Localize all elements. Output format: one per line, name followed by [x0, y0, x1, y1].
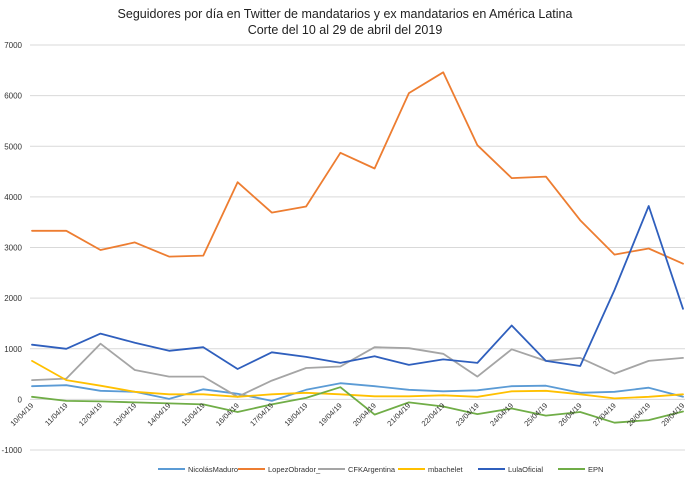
series-lines	[31, 71, 684, 424]
legend-label: mbachelet	[428, 465, 464, 474]
x-tick-label: 25/04/19	[522, 401, 549, 428]
legend-label: CFKArgentina	[348, 465, 396, 474]
legend-label: NicolásMaduro	[188, 465, 238, 474]
x-tick-label: 27/04/19	[591, 401, 618, 428]
x-tick-label: 14/04/19	[145, 401, 172, 428]
gridlines	[30, 44, 685, 451]
x-tick-label: 18/04/19	[283, 401, 310, 428]
series-line	[31, 71, 684, 265]
x-tick-label: 28/04/19	[625, 401, 652, 428]
y-tick-label: 4000	[4, 193, 22, 202]
chart-subtitle: Corte del 10 al 29 de abril del 2019	[248, 23, 443, 37]
x-tick-label: 10/04/19	[8, 401, 35, 428]
x-tick-label: 24/04/19	[488, 401, 515, 428]
legend-label: LulaOficial	[508, 465, 543, 474]
y-tick-label: 1000	[4, 345, 22, 354]
series-line	[31, 205, 684, 370]
y-tick-label: -1000	[2, 446, 23, 455]
y-tick-label: 0	[18, 395, 23, 404]
series-line	[31, 359, 684, 400]
x-tick-label: 15/04/19	[180, 401, 207, 428]
series-line	[31, 342, 684, 398]
chart-title: Seguidores por día en Twitter de mandata…	[118, 7, 573, 21]
y-tick-label: 2000	[4, 294, 22, 303]
legend-label: LopezObrador_	[268, 465, 321, 474]
y-tick-label: 7000	[4, 41, 22, 50]
y-tick-label: 6000	[4, 92, 22, 101]
x-axis-ticks: 10/04/19 11/04/19 12/04/19 13/04/19 14/04/19…	[8, 401, 686, 428]
legend: NicolásMaduro LopezObrador_ CFKArgentina mb…	[158, 465, 603, 474]
x-tick-label: 12/04/19	[77, 401, 104, 428]
y-tick-label: 3000	[4, 244, 22, 253]
x-tick-label: 13/04/19	[111, 401, 138, 428]
y-axis-ticks: -1000 0 1000 2000 3000 4000 5000 6000 7000	[2, 41, 23, 455]
x-tick-label: 16/04/19	[214, 401, 241, 428]
y-tick-label: 5000	[4, 142, 22, 151]
x-tick-label: 11/04/19	[43, 401, 70, 428]
x-tick-label: 19/04/19	[317, 401, 344, 428]
legend-label: EPN	[588, 465, 603, 474]
series-line	[31, 386, 684, 424]
x-tick-label: 17/04/19	[248, 401, 275, 428]
series-line	[31, 382, 684, 402]
x-tick-label: 29/04/19	[659, 401, 686, 428]
